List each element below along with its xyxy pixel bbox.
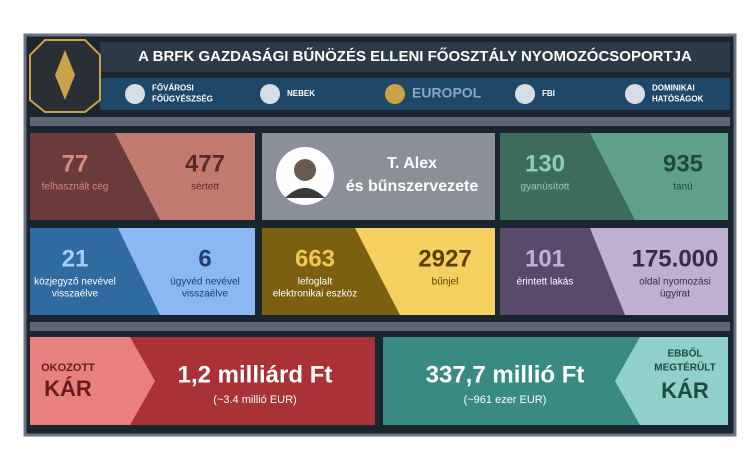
suspect-group: és bűnszervezete	[346, 178, 479, 195]
damage-arrow	[30, 337, 155, 425]
suspect-name: T. Alex	[387, 155, 437, 172]
stat-label: felhasznált cég	[42, 182, 109, 193]
damage-amount: 1,2 milliárd Ft	[178, 361, 333, 388]
stat-label: gyanúsított	[521, 182, 570, 193]
separator	[30, 322, 730, 331]
stat-label: visszaélve	[182, 289, 229, 300]
stat-value: 130	[525, 150, 565, 177]
stat-value: 21	[62, 245, 89, 272]
partner-logo	[385, 84, 405, 104]
stat-panel	[262, 228, 400, 315]
partner-label: EUROPOL	[412, 85, 482, 101]
partner-label: FŐÜGYÉSZSÉG	[152, 95, 213, 104]
separator	[30, 117, 730, 126]
damage-arrow	[615, 337, 728, 425]
stat-value: 6	[198, 245, 211, 272]
stat-label: bűnjel	[432, 277, 459, 288]
stat-value: 663	[295, 245, 335, 272]
partner-logo	[625, 84, 645, 104]
stat-label: visszaélve	[52, 289, 99, 300]
partner-logo	[125, 84, 145, 104]
title: A BRFK GAZDASÁGI BŰNÖZÉS ELLENI FŐOSZTÁL…	[138, 47, 692, 65]
stat-label: oldal nyomozási	[639, 277, 711, 288]
partner-logo	[260, 84, 280, 104]
partner-label: FBI	[542, 89, 555, 98]
damage-heading: EBBŐL	[668, 347, 703, 360]
damage-amount: 337,7 millió Ft	[426, 361, 585, 388]
damage-eur: (~961 ezer EUR)	[464, 394, 547, 406]
stat-panel	[30, 228, 160, 315]
partner-label: NEBEK	[287, 89, 315, 98]
stat-value: 477	[185, 150, 225, 177]
title-band	[100, 42, 730, 72]
stat-panel	[30, 133, 160, 220]
partner-label: FŐVÁROSI	[152, 84, 194, 93]
stat-label: elektronikai eszköz	[273, 289, 357, 300]
damage-eur: (~3.4 millió EUR)	[213, 394, 296, 406]
stat-label: ügyvéd nevével	[170, 277, 240, 288]
stat-value: 101	[525, 245, 565, 272]
stat-panel	[500, 133, 635, 220]
stat-label: érintett lakás	[517, 277, 574, 288]
stat-label: sértett	[191, 182, 219, 193]
stat-label: tanú	[673, 182, 692, 193]
stat-value: 935	[663, 150, 703, 177]
damage-heading: KÁR	[44, 376, 92, 401]
stat-label: lefoglalt	[298, 277, 333, 288]
partner-label: DOMINIKAI	[652, 84, 695, 93]
damage-heading: MEGTÉRÜLT	[654, 361, 715, 374]
stat-label: ügyirat	[660, 289, 690, 300]
photo-head	[294, 159, 316, 181]
partner-logo	[515, 84, 535, 104]
stat-value: 77	[62, 150, 89, 177]
stat-value: 2927	[418, 245, 471, 272]
partner-label: HATÓSÁGOK	[652, 95, 704, 104]
stat-label: közjegyző nevével	[34, 277, 116, 288]
damage-heading: KÁR	[661, 378, 709, 403]
damage-heading: OKOZOTT	[41, 362, 95, 374]
stat-value: 175.000	[632, 245, 719, 272]
logo-emblem	[55, 50, 75, 100]
photo-body	[285, 188, 325, 198]
stat-panel	[500, 228, 625, 315]
